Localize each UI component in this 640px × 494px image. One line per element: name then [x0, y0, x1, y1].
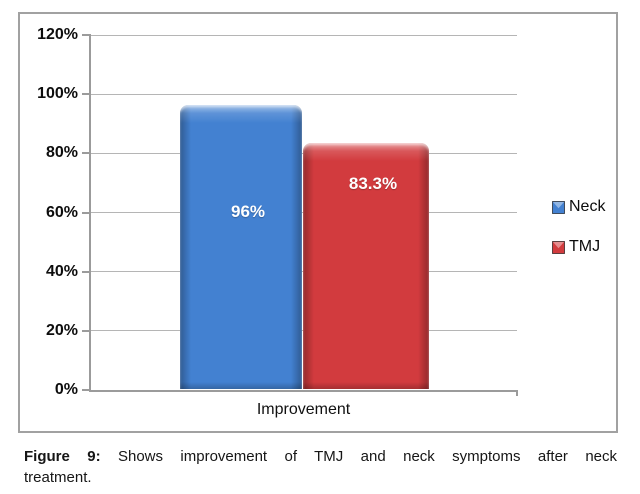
y-axis-tick-mark — [82, 329, 91, 332]
legend-item-tmj: TMJ — [552, 237, 605, 257]
y-axis-tick-mark — [82, 270, 91, 273]
legend-label-tmj: TMJ — [569, 238, 601, 255]
bar-tmj: 83.3% — [303, 143, 429, 389]
y-axis-tick-label: 80% — [45, 144, 78, 162]
x-axis-category-label: Improvement — [256, 401, 351, 418]
bar-tmj-value-label: 83.3% — [348, 174, 398, 193]
y-axis-tick-label: 40% — [45, 262, 78, 280]
x-axis-end-tick — [516, 390, 518, 396]
y-axis-tick-mark — [82, 34, 91, 36]
legend-label-neck: Neck — [569, 198, 606, 215]
gridline-120% — [90, 34, 517, 36]
legend: Neck TMJ — [552, 197, 605, 277]
legend-swatch-tmj-icon — [552, 240, 565, 254]
y-axis-tick-label: 60% — [45, 203, 78, 221]
y-axis-tick-mark — [82, 93, 91, 96]
figure-caption-line2: treatment. — [24, 469, 92, 486]
y-axis-tick-mark — [82, 389, 91, 391]
figure-caption: Figure 9: Shows improvement of TMJ and n… — [24, 446, 617, 488]
gridline-100% — [90, 93, 517, 95]
chart-frame: 96% 83.3% 0% 20% 40% 60% 80% 100% 120% Improve… — [18, 12, 618, 433]
y-axis-tick-label: 20% — [45, 321, 78, 339]
plot-area: 96% 83.3% 0% 20% 40% 60% 80% 100% 120% — [37, 26, 518, 398]
y-axis-tick-mark — [82, 211, 91, 214]
bar-neck-value-label: 96% — [230, 202, 266, 221]
bar-neck: 96% — [180, 105, 302, 389]
figure-caption-line1: Figure 9: Shows improvement of TMJ and n… — [24, 446, 617, 467]
legend-item-neck: Neck — [552, 197, 605, 217]
x-axis-line — [89, 390, 518, 392]
y-axis-tick-label: 100% — [37, 85, 78, 103]
y-axis-tick-label: 120% — [37, 26, 78, 43]
legend-swatch-neck-icon — [552, 200, 565, 214]
figure-caption-label: Figure 9: — [24, 448, 101, 465]
figure-caption-text: Shows improvement of TMJ and neck sympto… — [117, 448, 618, 465]
y-axis-tick-label: 0% — [54, 381, 78, 398]
y-axis-tick-mark — [82, 152, 91, 155]
